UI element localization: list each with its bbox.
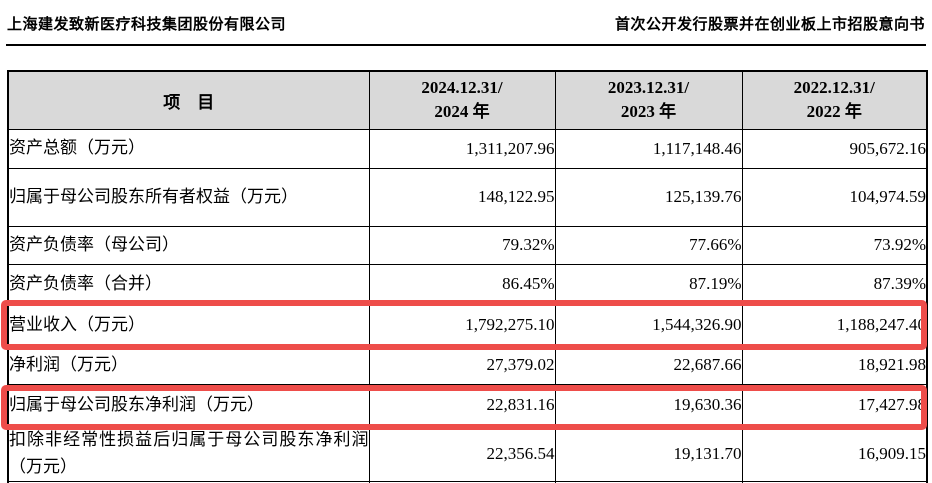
value-cell: 16,909.15 xyxy=(741,425,928,482)
column-header-item: 项 目 xyxy=(7,70,370,130)
column-header-2023-date: 2023.12.31/ xyxy=(607,78,690,98)
table-row-debt-ratio-consolidated: 资产负债率（合并） 86.45% 87.19% 87.39% xyxy=(7,263,928,305)
value-cell: 905,672.16 xyxy=(741,128,928,169)
row-label-cell: 归属于母公司股东所有者权益（万元） xyxy=(7,167,370,227)
value-cell: 86.45% xyxy=(368,263,556,305)
value-cell: 19,131.70 xyxy=(554,425,743,482)
column-header-2024-year: 2024 年 xyxy=(434,102,490,122)
row-label-cell: 资产负债率（合并） xyxy=(7,263,370,305)
value-cell: 125,139.76 xyxy=(554,167,743,227)
table-header-row: 项 目 2024.12.31/ 2024 年 2023.12.31/ 2023 … xyxy=(7,70,928,130)
value-cell: 18,921.98 xyxy=(741,345,928,385)
financial-table-wrap: 项 目 2024.12.31/ 2024 年 2023.12.31/ 2023 … xyxy=(0,70,932,483)
value-cell: 1,792,275.10 xyxy=(368,303,556,347)
column-header-2023-year: 2023 年 xyxy=(620,102,677,122)
table-row-net-profit: 净利润（万元） 27,379.02 22,687.66 18,921.98 xyxy=(7,345,928,385)
table-row-parent-equity: 归属于母公司股东所有者权益（万元） 148,122.95 125,139.76 … xyxy=(7,167,928,227)
value-cell: 1,188,247.40 xyxy=(741,303,928,347)
financial-summary-table: 项 目 2024.12.31/ 2024 年 2023.12.31/ 2023 … xyxy=(7,70,928,483)
table-row-partial xyxy=(7,480,928,483)
row-label-cell: 资产总额（万元） xyxy=(7,128,370,169)
column-header-2022-date: 2022.12.31/ xyxy=(793,78,875,98)
value-cell: 87.19% xyxy=(554,263,743,305)
value-cell: 148,122.95 xyxy=(368,167,556,227)
value-cell: 22,356.54 xyxy=(368,425,556,482)
value-cell: 22,831.16 xyxy=(368,383,556,427)
table-row-net-profit-deducted: 扣除非经常性损益后归属于母公司股东净利润（万元） 22,356.54 19,13… xyxy=(7,425,928,482)
header-divider xyxy=(6,44,926,46)
column-header-2023: 2023.12.31/ 2023 年 xyxy=(554,70,743,130)
value-cell: 77.66% xyxy=(554,225,743,265)
value-cell: 19,630.36 xyxy=(554,383,743,427)
value-cell: 73.92% xyxy=(741,225,928,265)
value-cell: 22,687.66 xyxy=(554,345,743,385)
value-cell: 1,117,148.46 xyxy=(554,128,743,169)
row-label-cell: 净利润（万元） xyxy=(7,345,370,385)
table-row-debt-ratio-parent: 资产负债率（母公司） 79.32% 77.66% 73.92% xyxy=(7,225,928,265)
company-name: 上海建发致新医疗科技集团股份有限公司 xyxy=(7,17,287,33)
row-label-cell: 扣除非经常性损益后归属于母公司股东净利润（万元） xyxy=(7,425,370,482)
value-cell: 27,379.02 xyxy=(368,345,556,385)
value-cell: 1,544,326.90 xyxy=(554,303,743,347)
table-row-operating-revenue: 营业收入（万元） 1,792,275.10 1,544,326.90 1,188… xyxy=(7,303,928,347)
value-cell: 87.39% xyxy=(741,263,928,305)
value-cell: 104,974.59 xyxy=(741,167,928,227)
page-header: 上海建发致新医疗科技集团股份有限公司 首次公开发行股票并在创业板上市招股意向书 xyxy=(0,0,932,34)
table-row-net-profit-parent: 归属于母公司股东净利润（万元） 22,831.16 19,630.36 17,4… xyxy=(7,383,928,427)
table-row-total-assets: 资产总额（万元） 1,311,207.96 1,117,148.46 905,6… xyxy=(7,128,928,169)
value-cell: 79.32% xyxy=(368,225,556,265)
column-header-2024: 2024.12.31/ 2024 年 xyxy=(368,70,556,130)
row-label-cell: 归属于母公司股东净利润（万元） xyxy=(7,383,370,427)
column-header-2024-date: 2024.12.31/ xyxy=(421,78,503,98)
column-header-2022-year: 2022 年 xyxy=(806,102,862,122)
document-title: 首次公开发行股票并在创业板上市招股意向书 xyxy=(614,17,925,33)
value-cell: 17,427.98 xyxy=(741,383,928,427)
value-cell: 1,311,207.96 xyxy=(368,128,556,169)
row-label-cell: 营业收入（万元） xyxy=(7,303,370,347)
column-header-2022: 2022.12.31/ 2022 年 xyxy=(741,70,928,130)
row-label-cell: 资产负债率（母公司） xyxy=(7,225,370,265)
